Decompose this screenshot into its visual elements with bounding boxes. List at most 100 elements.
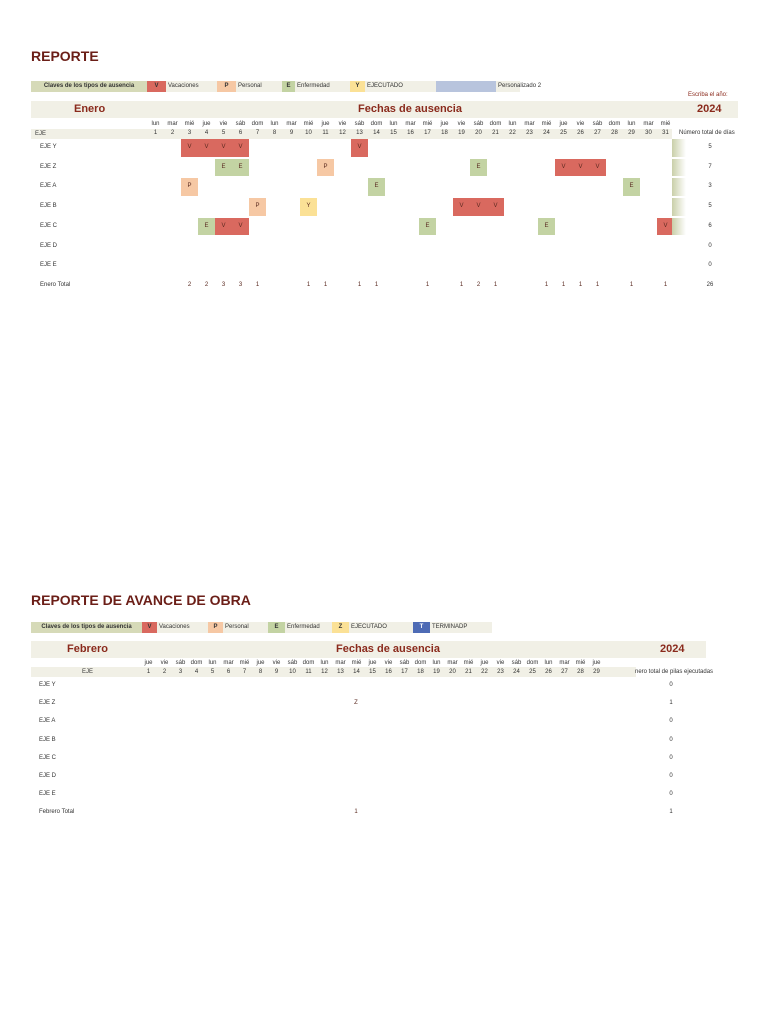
report-title: REPORTE	[31, 48, 99, 64]
day-total: 1	[354, 809, 358, 816]
day-of-week: mar	[559, 660, 570, 666]
legend-caption: Claves de los tipos de ausencia	[31, 622, 142, 633]
day-number: 19	[458, 130, 465, 136]
absence-cell[interactable]: V	[555, 158, 572, 177]
day-of-week: lun	[270, 121, 279, 127]
row-total: 6	[708, 222, 712, 229]
absence-cell[interactable]: E	[538, 217, 555, 236]
legend-caption: Claves de los tipos de ausencia	[31, 81, 147, 92]
absence-cell[interactable]: V	[181, 139, 198, 157]
day-number: 7	[242, 669, 247, 675]
legend-swatch-P: P	[208, 622, 223, 633]
absence-cell[interactable]: V	[657, 217, 674, 236]
day-of-week: mié	[463, 660, 474, 666]
legend-label: Enfermedad	[287, 624, 320, 630]
total-piles-header: nero total de pilas ejecutadas	[635, 669, 714, 675]
day-total: 1	[306, 281, 311, 288]
absence-cell[interactable]: V	[589, 158, 606, 177]
row-label: EJE C	[39, 754, 57, 761]
day-of-week: mié	[239, 660, 250, 666]
day-of-week: sáb	[235, 121, 246, 127]
day-of-week: mar	[405, 121, 416, 127]
absence-cell[interactable]: Z	[354, 700, 358, 707]
day-number: 29	[628, 130, 635, 136]
day-of-week: lun	[627, 121, 636, 127]
absence-cell[interactable]: P	[249, 198, 266, 216]
day-total: 1	[425, 281, 430, 288]
day-total: 1	[561, 281, 566, 288]
absence-cell[interactable]: E	[215, 158, 232, 177]
day-of-week: dom	[370, 121, 383, 127]
absence-cell[interactable]: E	[419, 217, 436, 236]
day-total: 1	[374, 281, 379, 288]
day-of-week: sáb	[511, 660, 522, 666]
day-total: 1	[459, 281, 464, 288]
row-label: EJE D	[40, 242, 58, 249]
day-of-week: sáb	[473, 121, 484, 127]
row-total: 0	[669, 736, 673, 743]
row-label: EJE A	[39, 718, 56, 725]
absence-cell[interactable]: P	[181, 178, 198, 197]
day-of-week: vie	[576, 121, 585, 127]
absence-cell[interactable]: V	[232, 139, 249, 157]
day-of-week: mié	[541, 121, 552, 127]
year-value-avance[interactable]: 2024	[660, 643, 685, 655]
day-number: 28	[577, 669, 584, 675]
absence-cell[interactable]: V	[572, 158, 589, 177]
absence-cell[interactable]: V	[351, 139, 368, 157]
day-of-week: mar	[335, 660, 346, 666]
day-number: 25	[560, 130, 567, 136]
day-number: 26	[577, 130, 584, 136]
day-of-week: mié	[660, 121, 671, 127]
day-number: 24	[513, 669, 520, 675]
legend-swatch-Z: Z	[332, 622, 349, 633]
absence-cell[interactable]: P	[317, 158, 334, 177]
absence-cell[interactable]: V	[487, 198, 504, 216]
day-number: 27	[594, 130, 601, 136]
absence-cell[interactable]: V	[453, 198, 470, 216]
absence-cell[interactable]: E	[470, 158, 487, 177]
day-number: 15	[369, 669, 376, 675]
day-of-week: jue	[256, 660, 265, 666]
absence-cell[interactable]: E	[623, 178, 640, 197]
day-of-week: jue	[440, 121, 449, 127]
absence-cell[interactable]: E	[368, 178, 385, 197]
day-of-week: vie	[160, 660, 169, 666]
day-of-week: jue	[592, 660, 601, 666]
day-total: 3	[238, 281, 243, 288]
day-number: 4	[204, 130, 209, 136]
absence-cell[interactable]: V	[215, 217, 232, 236]
day-of-week: vie	[219, 121, 228, 127]
day-total: 1	[323, 281, 328, 288]
day-of-week: mar	[643, 121, 654, 127]
row-label: EJE D	[39, 773, 57, 779]
year-value[interactable]: 2024	[697, 103, 722, 115]
day-of-week: mié	[303, 121, 314, 127]
row-label: EJE Z	[39, 700, 56, 707]
absence-cell[interactable]: V	[470, 198, 487, 216]
day-of-week: jue	[480, 660, 489, 666]
absence-cell[interactable]: E	[232, 158, 249, 177]
day-of-week: dom	[608, 121, 621, 127]
absence-cell[interactable]: Y	[300, 198, 317, 216]
grand-total: 26	[706, 281, 714, 288]
day-number: 12	[321, 669, 328, 675]
day-number: 23	[526, 130, 533, 136]
day-number: 14	[353, 669, 360, 675]
day-total: 1	[629, 281, 634, 288]
absence-cell[interactable]: E	[198, 217, 215, 236]
day-number: 22	[509, 130, 516, 136]
month-name-avance: Febrero	[67, 643, 108, 655]
absence-cell[interactable]: V	[232, 217, 249, 236]
day-of-week: vie	[338, 121, 347, 127]
total-bar	[672, 198, 686, 216]
day-number: 4	[194, 669, 199, 675]
day-number: 18	[441, 130, 448, 136]
total-days-header: Número total de días	[679, 130, 735, 136]
day-number: 21	[465, 669, 472, 675]
absence-cell[interactable]: V	[198, 139, 215, 157]
row-total: 0	[669, 791, 673, 798]
absence-cell[interactable]: V	[215, 139, 232, 157]
day-number: 8	[258, 669, 263, 675]
row-label: EJE Y	[40, 144, 57, 150]
